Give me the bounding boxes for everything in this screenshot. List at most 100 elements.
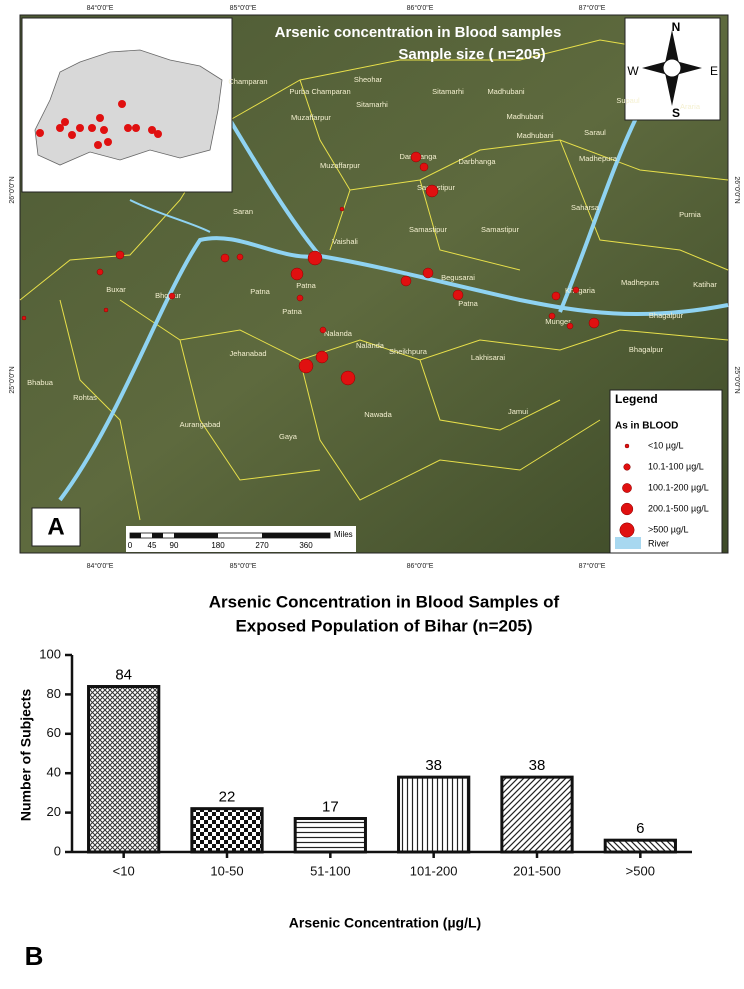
inset-dot <box>100 126 108 134</box>
district-label: Madhubani <box>487 87 524 96</box>
x-tick-label: 10-50 <box>210 863 243 878</box>
inset-dot <box>154 130 162 138</box>
sample-dot <box>422 267 434 279</box>
value-label: 38 <box>425 757 442 774</box>
bar-chart: Arsenic Concentration in Blood Samples o… <box>18 592 692 971</box>
district-label: Nawada <box>364 410 392 419</box>
value-label: 17 <box>322 798 339 815</box>
district-label: Samastipur <box>481 225 519 234</box>
panel-box <box>31 507 81 547</box>
scale-unit: Miles <box>334 530 353 539</box>
value-label: 22 <box>219 789 236 806</box>
district-label: Araria <box>680 102 701 111</box>
sample-dot <box>452 289 464 301</box>
y-tick-label: 40 <box>47 765 61 780</box>
inset-dot <box>118 100 126 108</box>
lat-label: 26°0'0"N <box>8 176 16 203</box>
district-label: Madhubani <box>516 131 553 140</box>
chart-title: Arsenic Concentration in Blood Samples o… <box>209 592 560 611</box>
legend-river: River <box>648 538 669 548</box>
sample-dot <box>103 307 109 313</box>
lon-label: 85°0'0"E <box>230 562 257 570</box>
legend-label: 10.1-100 µg/L <box>648 461 704 471</box>
district-label: Muzaffarpur <box>320 161 360 170</box>
lon-label: 84°0'0"E <box>87 4 114 12</box>
panel-label: A <box>47 513 64 540</box>
legend-label: 200.1-500 µg/L <box>648 503 709 513</box>
district-label: Supaul <box>616 96 640 105</box>
inset-dot <box>36 129 44 137</box>
district-label: Bhagalpur <box>649 311 684 320</box>
lat-label: 25°0'0"N <box>8 366 16 393</box>
district-label: Muzaffarpur <box>291 113 331 122</box>
district-label: Saharsa <box>571 203 600 212</box>
scale-bar-bg <box>126 526 356 552</box>
district-label: Darbhanga <box>458 157 496 166</box>
sample-dot <box>21 315 27 321</box>
sample-dot <box>290 267 304 281</box>
district-label: Bhagalpur <box>629 345 664 354</box>
sample-dot <box>548 312 556 320</box>
sample-dot <box>296 294 304 302</box>
lon-label: 87°0'0"E <box>579 4 606 12</box>
value-label: 6 <box>636 820 644 837</box>
legend-dot <box>624 443 630 449</box>
district-label: Sheikhpura <box>389 347 428 356</box>
district-label: Jamui <box>508 407 528 416</box>
x-axis-label: Arsenic Concentration (µg/L) <box>289 915 481 931</box>
x-tick-label: 101-200 <box>410 863 458 878</box>
sample-dot <box>419 162 429 172</box>
lat-label: 25°0'0"N <box>733 366 741 393</box>
inset-dot <box>88 124 96 132</box>
scale-label: 0 <box>128 541 133 550</box>
sample-dot <box>307 250 323 266</box>
y-tick-label: 60 <box>47 725 61 740</box>
bar <box>293 817 367 854</box>
district-label: Samastipur <box>409 225 447 234</box>
scale-bar-fill <box>130 533 330 538</box>
compass-e: E <box>710 64 718 78</box>
district-label: Bhabua <box>27 378 54 387</box>
sample-dot <box>96 268 104 276</box>
district-label: Katihar <box>693 280 717 289</box>
legend-title: Legend <box>615 392 658 406</box>
district-boundaries <box>19 39 729 521</box>
bar <box>190 807 264 854</box>
inset-state <box>34 49 223 166</box>
district-label: Khagaria <box>565 286 596 295</box>
lon-label: 87°0'0"E <box>579 562 606 570</box>
lon-label: 86°0'0"E <box>407 4 434 12</box>
sample-dot <box>168 292 176 300</box>
district-label: Nalanda <box>356 341 385 350</box>
lon-label: 86°0'0"E <box>407 562 434 570</box>
district-label: Buxar <box>106 285 126 294</box>
y-tick-label: 20 <box>47 804 61 819</box>
map-subtitle: Sample size ( n=205) <box>398 46 545 63</box>
scale-label: 90 <box>170 541 179 550</box>
value-label: 38 <box>529 757 546 774</box>
compass-center <box>662 58 682 78</box>
legend-dot <box>619 522 635 538</box>
sample-dot <box>566 322 574 330</box>
map: N S W E Arsenic concentration in Blood s… <box>8 4 741 570</box>
district-label: Gaya <box>279 432 298 441</box>
inset-dot <box>132 124 140 132</box>
inset-dot <box>94 141 102 149</box>
district-label: Sitamarhi <box>356 100 388 109</box>
bar <box>500 775 574 854</box>
district-label: Nalanda <box>324 329 353 338</box>
y-tick-label: 100 <box>39 646 61 661</box>
district-label: Purba Champaran <box>289 87 350 96</box>
sample-dot <box>115 250 125 260</box>
legend-dot <box>623 463 631 471</box>
inset-dot <box>56 124 64 132</box>
district-label: Madhubani <box>506 112 543 121</box>
legend-river-swatch <box>615 537 641 549</box>
legend-dot <box>622 483 632 493</box>
inset-dot <box>76 124 84 132</box>
panel-label: B <box>25 941 44 971</box>
district-label: Aurangabad <box>180 420 221 429</box>
value-label: 84 <box>115 666 132 683</box>
sample-dot <box>410 151 422 163</box>
